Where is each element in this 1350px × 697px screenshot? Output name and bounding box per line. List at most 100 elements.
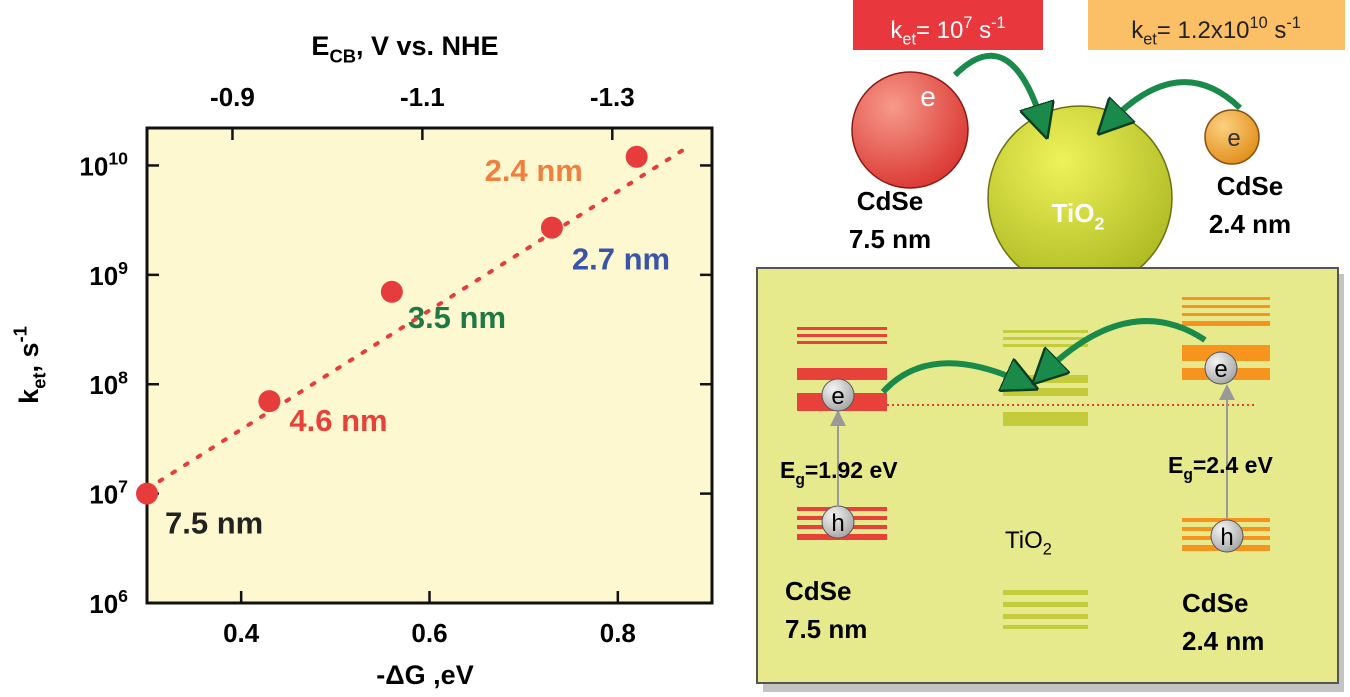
electron-label: e: [1214, 356, 1227, 383]
y-tick-label: 109: [89, 258, 128, 291]
electron: [1204, 351, 1238, 385]
electron-label: e: [831, 383, 844, 410]
x-tick-label: 0.8: [600, 618, 636, 648]
text-part: 10: [108, 149, 128, 169]
top-tick-label: -1.1: [400, 82, 445, 112]
text-part: -1: [991, 14, 1005, 32]
rate-label: ket= 107 s-1: [890, 14, 1005, 49]
transfer-arrow: [880, 363, 1022, 395]
tio2-label: TiO2: [1005, 527, 1052, 559]
text-part: g: [795, 471, 805, 488]
text-part: s: [972, 17, 991, 44]
data-point: [380, 280, 403, 303]
transfer-arrow: [1045, 318, 1207, 372]
text-part: =1.92 eV: [805, 457, 898, 483]
text-part: -1: [1286, 14, 1300, 32]
rate-box: [853, 0, 1043, 50]
material-label: CdSe: [1182, 588, 1248, 618]
rate-label: ket= 1.2x1010 s-1: [1131, 14, 1301, 49]
text-part: 6: [118, 586, 128, 606]
text-part: 7: [963, 14, 972, 32]
material-label: 2.4 nm: [1182, 626, 1264, 656]
text-part: 10: [1250, 14, 1268, 32]
text-part: 7: [118, 477, 128, 497]
point-label: 2.4 nm: [485, 153, 583, 188]
text-part: s: [1268, 17, 1287, 44]
chart: 0.4 0.6 0.8-0.9 -1.1 -1.310610710810910107.5…: [79, 82, 714, 648]
text-part: 2: [1095, 213, 1105, 233]
text-part: 2: [1043, 541, 1052, 559]
y-tick-label: 106: [89, 586, 128, 619]
top-tick-label: -1.3: [590, 82, 635, 112]
plot-area: [147, 128, 712, 603]
hole: [821, 505, 855, 539]
rate-box: [1088, 0, 1345, 50]
hole: [1210, 519, 1244, 553]
top-axis-title: ECB, V vs. NHE: [311, 31, 498, 67]
text-part: TiO: [1052, 198, 1095, 228]
hole-label: h: [831, 510, 844, 537]
text-part: et: [29, 373, 50, 389]
text-part: E: [1168, 452, 1183, 478]
text-part: E: [780, 457, 795, 483]
tio2-label: TiO2: [1052, 198, 1105, 233]
particle-label: 7.5 nm: [849, 224, 931, 254]
particle-label: CdSe: [857, 186, 923, 216]
plot-frame: [145, 126, 714, 605]
text-part: , s: [14, 342, 44, 372]
particle-label: CdSe: [1217, 171, 1283, 201]
point-label: 7.5 nm: [165, 506, 263, 541]
electron-label: e: [920, 81, 936, 112]
gap-label: Eg=2.4 eV: [1168, 452, 1273, 483]
text-part: 10: [89, 480, 118, 510]
cdse-particle: [1204, 109, 1260, 165]
hole-label: h: [1220, 524, 1233, 551]
particle-label: 2.4 nm: [1209, 209, 1291, 239]
data-point: [136, 482, 158, 505]
text-part: et: [902, 31, 916, 49]
text-part: 10: [89, 589, 118, 619]
y-tick-label: 107: [89, 477, 128, 510]
text-part: 10: [89, 370, 118, 400]
text-part: k: [14, 388, 44, 404]
text-part: 10: [79, 151, 108, 181]
text-part: TiO: [1005, 527, 1043, 554]
point-label: 2.7 nm: [572, 242, 670, 277]
material-label: CdSe: [785, 576, 851, 606]
electron: [821, 378, 855, 412]
gap-label: Eg=1.92 eV: [780, 457, 898, 488]
text-part: , V vs. NHE: [356, 31, 499, 61]
y-tick-label: 108: [89, 367, 128, 400]
x-tick-label: 0.4: [223, 618, 260, 648]
text-part: -1: [10, 326, 31, 342]
text-part: CB: [329, 46, 356, 67]
x-axis-title: -ΔG ,eV: [376, 660, 473, 690]
text-part: k: [890, 17, 903, 44]
top-tick-label: -0.9: [210, 82, 255, 112]
diagram: ket= 107 s-1 ket= 1.2x1010 s-1 e e TiO2 …: [756, 0, 1345, 692]
material-label: 7.5 nm: [785, 614, 867, 644]
text-part: E: [311, 31, 329, 61]
text-part: 10: [89, 261, 118, 291]
transfer-arrow: [952, 52, 1042, 122]
y-tick-label: 1010: [79, 149, 128, 182]
cdse-particle: [851, 71, 969, 189]
text-part: 8: [118, 367, 128, 387]
y-axis-title: ket, s-1: [10, 326, 50, 404]
text-part: = 1.2x10: [1157, 17, 1250, 44]
text-part: =2.4 eV: [1193, 452, 1274, 478]
electron-label: e: [1227, 125, 1240, 152]
transfer-arrow: [1110, 79, 1243, 122]
text-part: 9: [118, 258, 128, 278]
text-part: g: [1183, 466, 1193, 483]
fit-line: [145, 147, 686, 492]
text-part: = 10: [916, 17, 963, 44]
data-point: [540, 216, 563, 239]
text-part: et: [1143, 31, 1157, 49]
point-label: 3.5 nm: [408, 300, 506, 335]
point-label: 4.6 nm: [289, 403, 387, 438]
x-tick-label: 0.6: [411, 618, 447, 648]
text-part: k: [1131, 17, 1144, 44]
data-point: [625, 145, 648, 168]
